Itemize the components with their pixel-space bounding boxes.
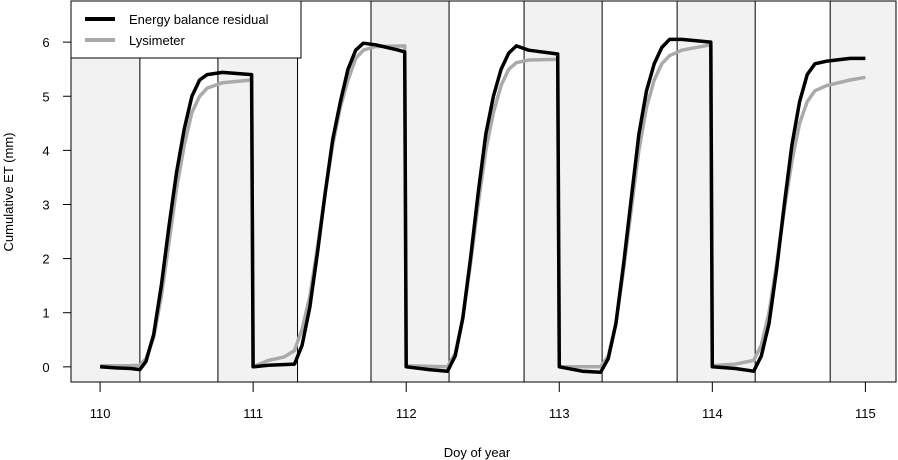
y-tick-label: 5 (42, 89, 49, 104)
night-band (217, 1, 298, 382)
night-band (371, 1, 450, 382)
night-band (524, 1, 603, 382)
night-band (830, 1, 896, 382)
y-tick-label: 6 (42, 35, 49, 50)
night-shading (71, 1, 896, 382)
y-tick-label: 1 (42, 306, 49, 321)
plot-frame (70, 0, 897, 383)
y-axis-label: Cumulative ET (mm) (1, 133, 16, 252)
x-tick-label: 111 (243, 406, 263, 421)
x-tick-label: 114 (702, 406, 723, 421)
legend-label-energy-balance: Energy balance residual (129, 12, 269, 27)
x-axis: 110 111 112 113 114 115 (90, 382, 876, 421)
x-tick-label: 112 (396, 406, 417, 421)
series-lines (99, 37, 866, 375)
y-axis: 0 1 2 3 4 5 6 (42, 35, 71, 375)
legend-box (70, 0, 302, 59)
x-tick-label: 113 (549, 406, 570, 421)
x-tick-label: 110 (90, 406, 111, 421)
y-tick-label: 0 (42, 360, 49, 375)
night-band (677, 1, 756, 382)
y-tick-label: 4 (42, 143, 49, 158)
x-tick-label: 115 (855, 406, 876, 421)
y-tick-label: 3 (42, 197, 49, 212)
night-band (71, 1, 140, 382)
series-line-energy-balance (99, 37, 866, 375)
x-axis-label: Doy of year (444, 445, 511, 460)
legend: Energy balance residual Lysimeter (70, 0, 302, 59)
y-tick-label: 2 (42, 252, 49, 267)
legend-label-lysimeter: Lysimeter (129, 33, 186, 48)
